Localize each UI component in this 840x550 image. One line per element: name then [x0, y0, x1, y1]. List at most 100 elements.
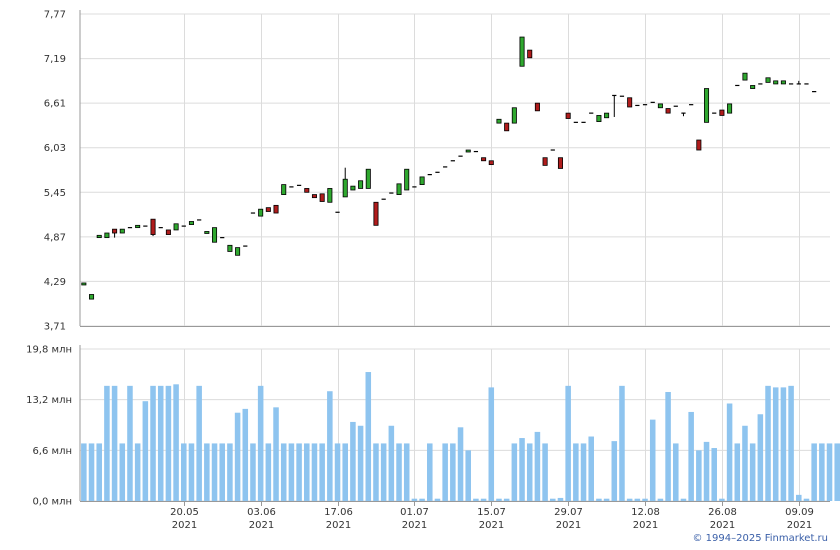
candle-body — [273, 204, 279, 214]
volume-bar — [204, 443, 210, 501]
candle-body — [281, 184, 287, 195]
volume-bar — [557, 497, 564, 501]
volume-bar — [450, 443, 456, 501]
candle-body — [742, 72, 748, 81]
candle-body — [727, 103, 733, 114]
price-tick-label: 5,45 — [44, 188, 66, 199]
candle-body — [265, 207, 271, 212]
volume-bar — [588, 436, 594, 501]
volume-bar — [419, 498, 425, 501]
volume-bar — [719, 498, 725, 501]
volume-bars — [81, 372, 840, 501]
candle-body — [188, 221, 194, 225]
candle-body — [119, 228, 125, 234]
volume-bar — [511, 443, 518, 501]
volume-bar — [242, 408, 249, 501]
volume-bar — [234, 412, 241, 501]
candle-body — [604, 112, 610, 119]
candle-body — [511, 107, 517, 124]
x-tick-date: 12.08 — [631, 507, 660, 518]
candle-body — [750, 85, 756, 89]
candle-body — [665, 108, 671, 114]
volume-bar — [280, 443, 287, 501]
volume-bar — [304, 443, 310, 501]
volume-bar — [496, 498, 502, 501]
candle-body — [104, 232, 110, 239]
volume-bar — [526, 443, 533, 501]
candle-body — [89, 294, 95, 300]
volume-bar — [365, 372, 372, 501]
volume-bar — [673, 443, 679, 501]
volume-bar — [819, 443, 825, 501]
candle-body — [557, 157, 563, 169]
volume-bar — [465, 450, 471, 501]
candle-body — [765, 77, 771, 83]
volume-bar — [634, 498, 641, 501]
volume-bar — [657, 498, 664, 501]
volume-bar — [119, 443, 126, 501]
volume-bar — [380, 443, 387, 501]
x-tick-date: 01.07 — [400, 507, 429, 518]
volume-bar — [780, 387, 787, 501]
volume-bar — [834, 443, 840, 501]
price-tick-label: 3,71 — [44, 322, 66, 333]
candle-body — [504, 122, 510, 132]
volume-bar — [396, 443, 402, 501]
candle-body — [696, 139, 702, 151]
candle-body — [465, 149, 471, 153]
volume-bar — [96, 443, 102, 501]
volume-bar — [749, 443, 756, 501]
candle-body — [235, 247, 241, 256]
candle-body — [657, 103, 663, 109]
volume-bar — [442, 443, 448, 501]
volume-bar — [327, 391, 333, 501]
volume-bar — [273, 407, 279, 501]
candles — [81, 36, 817, 300]
volume-bar — [688, 411, 694, 501]
candle-body — [704, 88, 710, 123]
volume-bar — [350, 421, 356, 501]
candle-body — [404, 168, 410, 191]
volume-bar — [542, 443, 548, 501]
volume-bar — [165, 385, 172, 501]
volume-bar — [611, 441, 618, 501]
volume-bar — [796, 494, 802, 501]
volume-bar — [826, 443, 833, 501]
volume-bar — [788, 385, 794, 501]
candle-body — [719, 109, 725, 116]
volume-bar — [811, 443, 817, 501]
x-tick-year: 2021 — [479, 520, 504, 531]
volume-bar — [411, 498, 418, 501]
candle-body — [212, 227, 218, 243]
volume-bar — [534, 431, 541, 501]
candle-body — [150, 218, 156, 235]
volume-tick-label: 6,6 млн — [32, 446, 72, 457]
volume-bar — [765, 385, 771, 501]
x-tick-year: 2021 — [787, 520, 812, 531]
candle-body — [780, 80, 786, 85]
volume-bar — [211, 443, 218, 501]
candle-body — [96, 234, 102, 239]
volume-bar — [596, 498, 602, 501]
volume-bar — [680, 498, 687, 501]
volume-bar — [757, 414, 764, 501]
volume-tick-label: 19,8 млн — [26, 345, 72, 356]
volume-bar — [373, 443, 379, 501]
volume-bar — [188, 443, 195, 501]
volume-bar — [603, 498, 610, 501]
volume-bar — [642, 498, 648, 501]
candle-body — [373, 201, 379, 226]
candle-body — [542, 157, 548, 166]
x-tick-date: 17.06 — [324, 507, 353, 518]
candle-body — [481, 157, 487, 162]
volume-bar — [257, 385, 264, 501]
candle-body — [773, 80, 779, 85]
volume-bar — [649, 419, 656, 501]
volume-bar — [265, 443, 272, 501]
candle-body — [258, 208, 264, 217]
volume-bar — [81, 443, 87, 501]
candle-body — [342, 178, 348, 198]
volume-bar — [196, 385, 202, 501]
axes — [79, 10, 830, 506]
x-tick-year: 2021 — [249, 520, 274, 531]
